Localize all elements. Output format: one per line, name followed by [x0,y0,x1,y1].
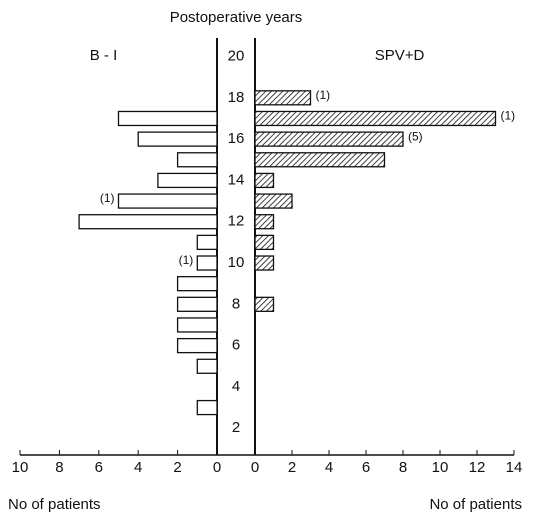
bar [78,214,218,230]
bar [117,110,218,127]
bar [254,172,275,189]
x-tick-label: 0 [213,459,221,476]
x-tick-label: 6 [362,459,370,476]
x-tick-label: 0 [251,459,259,476]
x-tick-label: 2 [173,459,181,476]
bar [196,358,218,374]
bar [254,193,293,209]
bar [176,296,218,312]
bar [196,255,218,271]
bar [117,193,218,209]
bar [176,152,218,168]
x-axis-label: No of patients [8,496,101,513]
annotation: (1) [501,109,516,123]
bar [254,234,275,251]
bar [176,276,218,292]
x-tick-label: 14 [506,459,523,476]
annotation: (1) [316,88,331,102]
bar [254,131,404,147]
bar [176,317,218,333]
bar [196,399,218,416]
x-tick-label: 8 [399,459,407,476]
bar [254,110,497,127]
x-tick-label: 6 [95,459,103,476]
y-tick-label: 8 [232,295,240,312]
annotation: (5) [408,129,423,143]
bar [137,131,218,147]
bar [196,234,218,251]
y-tick-label: 14 [228,171,245,188]
x-tick-label: 12 [469,459,486,476]
bar [254,214,275,230]
y-tick-label: 4 [232,378,240,395]
y-tick-label: 10 [228,254,245,271]
bar [254,255,275,271]
y-tick-label: 2 [232,419,240,436]
x-axis-label: No of patients [429,496,522,513]
series-name: B - I [90,47,118,64]
y-tick-label: 16 [228,130,245,147]
bar [176,337,218,354]
annotation: (1) [100,191,115,205]
y-tick-label: 12 [228,213,245,230]
bar [254,296,275,312]
x-tick-label: 4 [134,459,142,476]
x-tick-label: 4 [325,459,333,476]
y-tick-label: 18 [228,89,245,106]
bar [254,152,386,168]
y-tick-label: 20 [228,47,245,64]
annotation: (1) [179,253,194,267]
y-tick-label: 6 [232,337,240,354]
bar [254,90,312,106]
chart-title: Postoperative years [170,9,303,26]
bar [157,172,218,189]
x-tick-label: 10 [432,459,449,476]
x-tick-label: 10 [12,459,29,476]
x-tick-label: 8 [55,459,63,476]
x-tick-label: 2 [288,459,296,476]
series-name: SPV+D [375,47,425,64]
